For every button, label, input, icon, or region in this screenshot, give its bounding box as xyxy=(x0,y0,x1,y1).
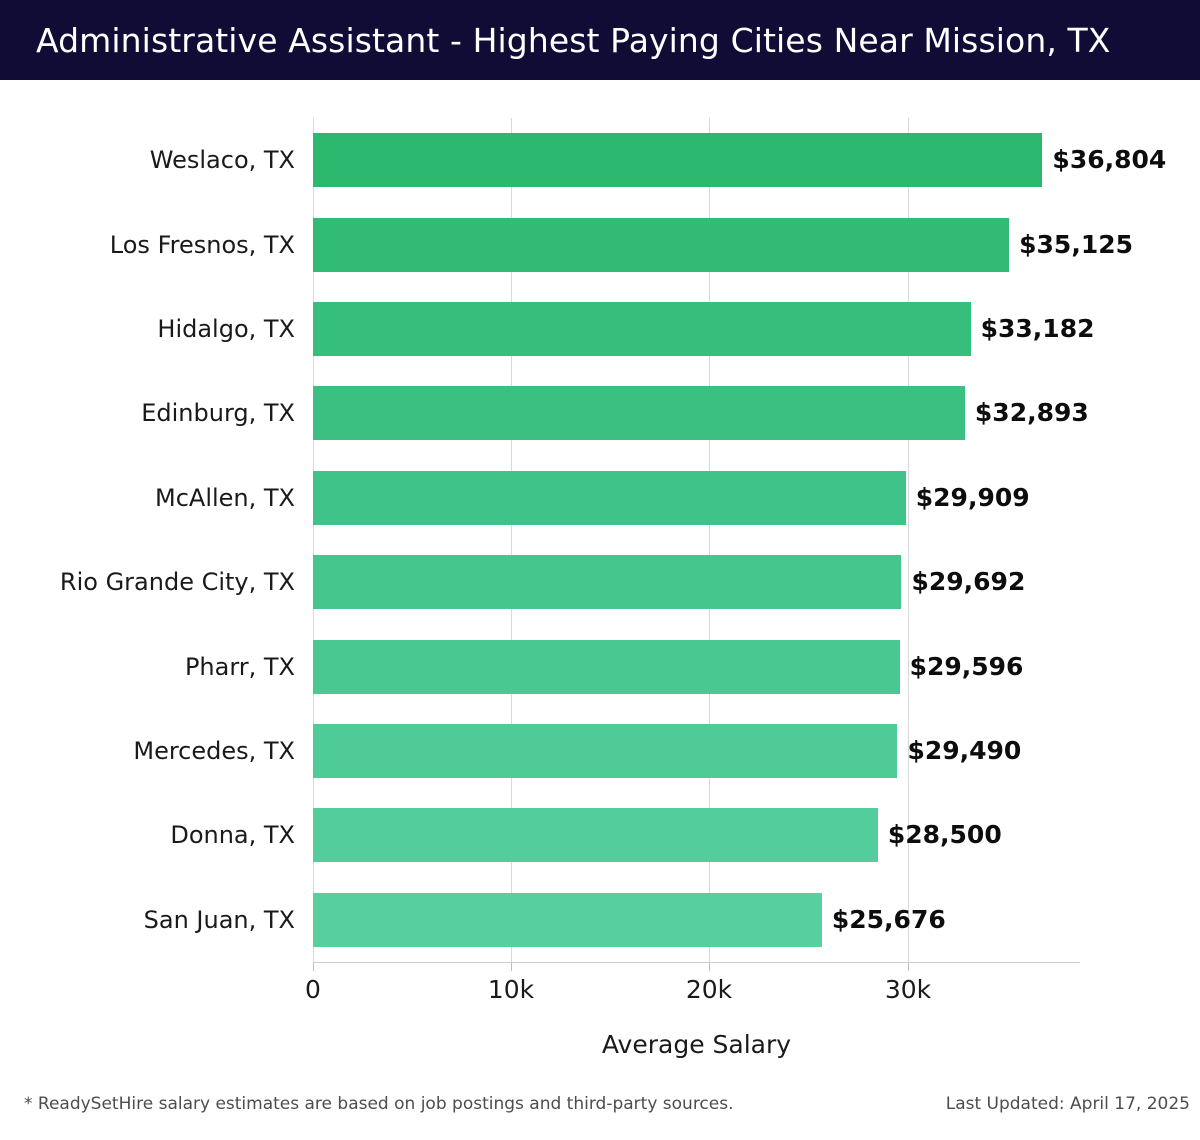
bar-value-label: $29,909 xyxy=(915,482,1030,512)
bar[interactable] xyxy=(313,302,971,356)
gridline-20k xyxy=(709,118,710,962)
bar[interactable] xyxy=(313,808,878,863)
bar-row: San Juan, TX $25,676 xyxy=(0,892,1200,947)
bar[interactable] xyxy=(313,133,1043,188)
bar-row: McAllen, TX $29,909 xyxy=(0,470,1200,525)
x-tick-mark xyxy=(313,962,314,971)
gridline-30k xyxy=(908,118,909,962)
x-axis-title: Average Salary xyxy=(601,1030,792,1059)
bar-row: Weslaco, TX $36,804 xyxy=(0,133,1200,188)
bar-value-label: $28,500 xyxy=(887,820,1002,850)
category-label: Edinburg, TX xyxy=(141,399,295,428)
x-tick-label: 10k xyxy=(487,975,535,1004)
bar[interactable] xyxy=(313,639,900,694)
footer-last-updated: Last Updated: April 17, 2025 xyxy=(945,1094,1190,1114)
bar-value-label: $35,125 xyxy=(1019,229,1134,259)
bar[interactable] xyxy=(313,386,965,441)
category-label: Pharr, TX xyxy=(184,652,295,681)
bar-row: Pharr, TX $29,596 xyxy=(0,639,1200,694)
bar[interactable] xyxy=(313,892,822,947)
page-title: Administrative Assistant - Highest Payin… xyxy=(36,20,1111,60)
chart-header: Administrative Assistant - Highest Payin… xyxy=(0,0,1200,80)
bar-row: Los Fresnos, TX $35,125 xyxy=(0,217,1200,272)
bar-value-label: $29,692 xyxy=(911,567,1026,597)
x-axis-line xyxy=(313,962,1080,963)
bar-value-label: $32,893 xyxy=(974,398,1089,428)
bar-row: Rio Grande City, TX $29,692 xyxy=(0,555,1200,610)
chart-footer: * ReadySetHire salary estimates are base… xyxy=(0,1094,1200,1124)
bar[interactable] xyxy=(313,470,906,525)
x-tick-mark xyxy=(511,962,512,971)
category-label: Rio Grande City, TX xyxy=(59,568,295,597)
x-tick-label: 20k xyxy=(685,975,733,1004)
x-tick-label: 30k xyxy=(884,975,932,1004)
bar[interactable] xyxy=(313,217,1010,272)
category-label: Donna, TX xyxy=(170,821,295,850)
category-label: San Juan, TX xyxy=(143,905,295,934)
bar-row: Edinburg, TX $32,893 xyxy=(0,386,1200,441)
bar-value-label: $29,490 xyxy=(907,736,1022,765)
bar-value-label: $25,676 xyxy=(831,904,946,934)
category-label: McAllen, TX xyxy=(155,483,295,512)
category-label: Hidalgo, TX xyxy=(157,315,295,343)
y-axis-line xyxy=(313,118,314,962)
gridline-10k xyxy=(511,118,512,962)
bar-value-label: $36,804 xyxy=(1052,145,1167,175)
bar-row: Donna, TX $28,500 xyxy=(0,808,1200,863)
x-tick-mark xyxy=(908,962,909,971)
bar-row: Hidalgo, TX $33,182 xyxy=(0,302,1200,356)
category-label: Weslaco, TX xyxy=(149,146,295,175)
category-label: Mercedes, TX xyxy=(133,737,295,765)
footer-disclaimer: * ReadySetHire salary estimates are base… xyxy=(24,1094,734,1114)
bar[interactable] xyxy=(313,724,898,778)
category-label: Los Fresnos, TX xyxy=(109,230,295,259)
bar-value-label: $29,596 xyxy=(909,651,1024,681)
x-tick-label: 0 xyxy=(305,975,321,1004)
bar[interactable] xyxy=(313,555,902,610)
bar-value-label: $33,182 xyxy=(980,314,1095,343)
x-tick-mark xyxy=(709,962,710,971)
bar-row: Mercedes, TX $29,490 xyxy=(0,724,1200,778)
